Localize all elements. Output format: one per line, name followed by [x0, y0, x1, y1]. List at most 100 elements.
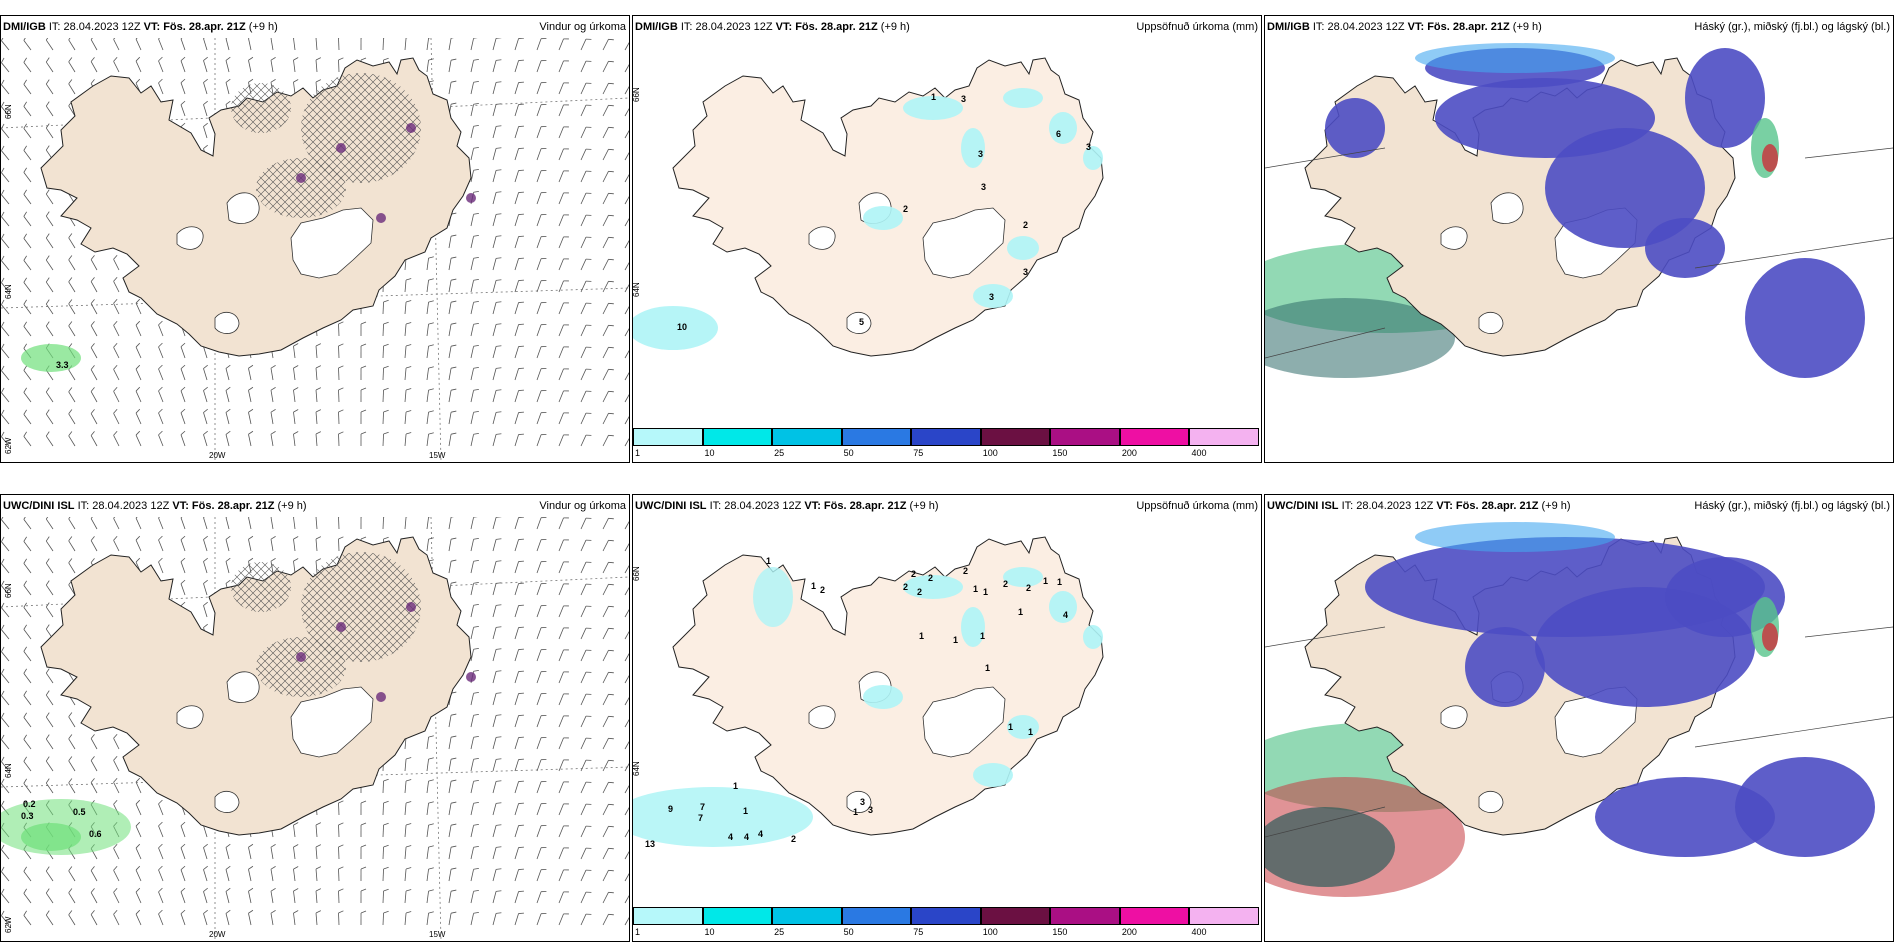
panel-title: Uppsöfnuð úrkoma (mm) [1136, 21, 1258, 33]
wind-barb [536, 390, 547, 403]
wind-barb [180, 865, 186, 882]
wind-barb [558, 104, 569, 117]
wind-barb [580, 693, 592, 706]
wind-barb [382, 343, 389, 359]
glacier-area [226, 671, 260, 703]
wind-barb [492, 279, 502, 293]
wind-barb [448, 278, 457, 293]
wind-barb [404, 366, 412, 381]
wind-barb [514, 191, 524, 205]
wind-barb [624, 892, 629, 904]
wind-barb [382, 38, 389, 51]
panel-header: UWC/DINI ISL IT: 28.04.2023 12Z VT: Fös.… [633, 495, 1261, 517]
wind-barb [203, 408, 208, 425]
longitude-label: 20W [209, 451, 226, 460]
precip-value: 1 [973, 584, 978, 594]
wind-barb [113, 386, 120, 403]
wind-barb [602, 693, 614, 706]
wind-barb [180, 887, 186, 904]
wind-barb [68, 778, 76, 794]
wind-barb [558, 390, 569, 403]
wind-barb [135, 887, 142, 904]
wind-barb [270, 365, 276, 381]
grid-line [1265, 147, 1386, 169]
wind-barb [68, 536, 76, 552]
wind-barb [382, 866, 389, 882]
wind-barb [338, 409, 344, 425]
wind-barb [536, 258, 547, 271]
wind-barb [514, 103, 524, 117]
wind-barb [1, 668, 10, 684]
precip-value: 2 [1026, 583, 1031, 593]
wind-barb [514, 582, 524, 596]
wind-barb [448, 322, 457, 337]
longitude-label: 15W [429, 930, 446, 939]
wind-barb [180, 557, 186, 574]
wind-barb [624, 760, 629, 772]
wind-barb [602, 649, 614, 662]
wind-barb [470, 582, 479, 596]
wind-barb [23, 866, 32, 882]
wind-barb [536, 913, 547, 926]
wind-barb [558, 346, 569, 359]
wind-barb [315, 866, 321, 882]
wind-barb [23, 365, 32, 381]
wind-barb [514, 345, 524, 359]
wind-barb [558, 38, 569, 51]
wind-barb [558, 434, 569, 447]
map-area: 66N 64N 3 1 3 3 6 3 2 2 3 3 10 5 [633, 38, 1261, 462]
wind-barb [558, 737, 569, 750]
wind-barb [1, 888, 10, 904]
wind-barb [558, 693, 569, 706]
wind-barb [602, 434, 614, 447]
wind-barb [602, 38, 614, 51]
wind-barb [158, 557, 164, 574]
wind-barb [180, 364, 186, 381]
wind-barb [45, 431, 54, 447]
wind-barb [45, 536, 54, 552]
wind-barb [315, 365, 321, 381]
wind-barb [448, 344, 457, 359]
wind-barb [180, 408, 186, 425]
wind-barb [514, 235, 524, 249]
wind-barb [45, 233, 54, 249]
wind-barb [113, 517, 120, 530]
lead-time: (+9 h) [248, 21, 278, 33]
grid-line [1804, 626, 1893, 638]
precip-value: 3.3 [56, 360, 69, 370]
grid-line [1694, 237, 1893, 269]
legend-swatch [772, 428, 842, 446]
wind-barb [624, 870, 629, 882]
wind-barb [23, 38, 32, 51]
wind-barb [293, 558, 299, 574]
wind-barb [558, 891, 569, 904]
wind-barb [470, 714, 479, 728]
wind-barb [1, 624, 10, 640]
glacier-area [214, 311, 240, 334]
wind-barb [23, 536, 32, 552]
wind-barb [580, 390, 592, 403]
wind-barb [248, 909, 254, 926]
wind-barb [470, 912, 479, 926]
wind-barb [135, 517, 142, 530]
wind-barb [1, 517, 10, 530]
wind-barb [580, 605, 592, 618]
grid-line [1694, 716, 1893, 748]
precip-value: 1 [1028, 727, 1033, 737]
wind-barb [45, 409, 54, 425]
glacier-area [1440, 226, 1468, 250]
wind-barb [514, 59, 524, 73]
precip-value: 3 [981, 182, 986, 192]
wind-barb [270, 536, 276, 552]
wind-barb [404, 410, 412, 425]
wind-barb [536, 671, 547, 684]
wind-barb [293, 387, 299, 403]
wind-barb [1, 321, 10, 337]
wind-barb [492, 59, 502, 73]
wind-barb [23, 580, 32, 596]
wind-barb [558, 517, 569, 530]
wind-barb [448, 256, 457, 271]
wind-barb [580, 214, 592, 227]
wind-barb [536, 649, 547, 662]
wind-barb [580, 715, 592, 728]
